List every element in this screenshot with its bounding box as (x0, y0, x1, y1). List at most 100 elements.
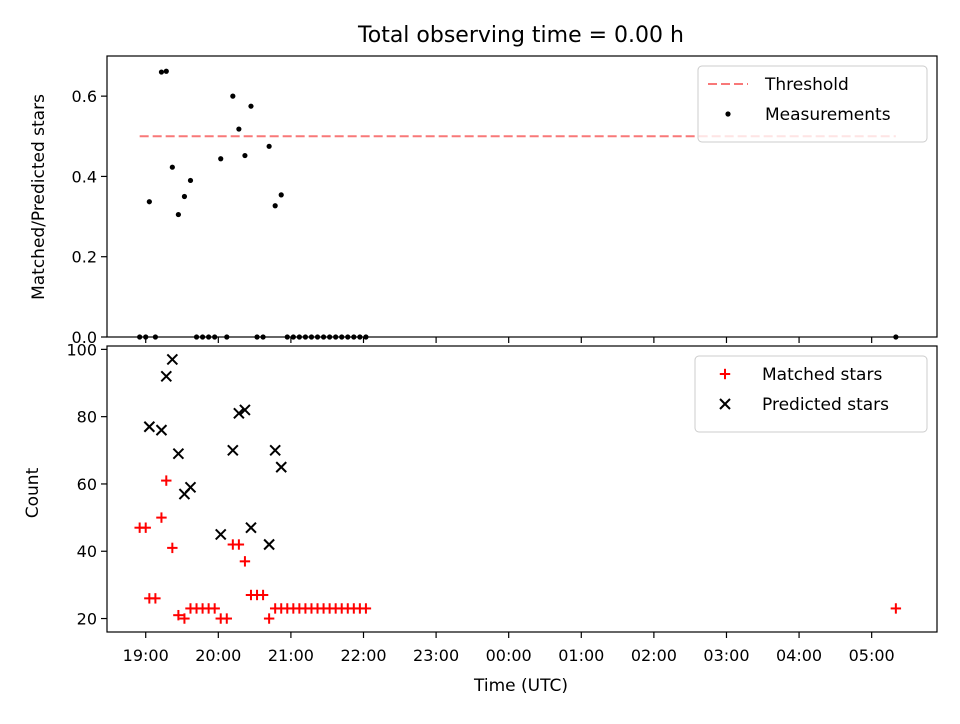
predicted-star-marker (155, 424, 168, 436)
y-tick-label: 40 (77, 542, 97, 561)
x-tick-label: 00:00 (486, 646, 532, 665)
predicted-star-marker (245, 521, 257, 534)
x-marker-b (233, 407, 245, 420)
measurement-point (272, 203, 278, 209)
matched-star-marker (209, 603, 220, 614)
x-tick-label: 01:00 (558, 646, 604, 665)
x-axis-label: Time (UTC) (473, 676, 568, 696)
y-tick-label: 60 (77, 475, 97, 494)
x-marker-b (239, 404, 251, 416)
x-marker-b (269, 444, 281, 457)
measurement-point (187, 177, 194, 184)
x-marker-b (245, 521, 257, 534)
matched-star-marker (239, 556, 251, 567)
measurement-point (248, 103, 254, 109)
measurement-point (169, 164, 175, 170)
measurement-point (175, 211, 181, 218)
x-tick-label: 23:00 (413, 646, 459, 665)
y-tick-label: 20 (77, 610, 97, 629)
predicted-star-marker (143, 421, 156, 433)
measurement-point (266, 143, 272, 149)
x-marker-b (275, 461, 287, 473)
predicted-star-marker (166, 353, 179, 366)
y-tick-label: 100 (66, 340, 97, 359)
matched-star-marker (221, 613, 232, 624)
x-marker-b (227, 444, 239, 457)
legend-label: Threshold (764, 75, 849, 95)
x-tick-label: 03:00 (703, 646, 749, 665)
predicted-star-marker (160, 370, 172, 382)
legend-box (694, 355, 928, 433)
chart-title: Total observing time = 0.00 h (357, 23, 684, 48)
legend-label: Measurements (765, 105, 891, 125)
measurement-point (278, 192, 284, 198)
top-panel: 0.0 0.2 0.4 0.6 Threshold Measurements (72, 55, 938, 347)
matched-star-marker (233, 539, 245, 550)
legend-label: Predicted stars (762, 395, 889, 415)
predicted-star-marker (172, 447, 185, 460)
predicted-star-marker (269, 444, 281, 457)
measurement-point (242, 152, 248, 159)
x-tick-label: 22:00 (340, 646, 386, 665)
matched-star-marker (161, 475, 172, 486)
predicted-star-marker (233, 407, 245, 420)
measurement-point (158, 69, 165, 75)
bottom-panel: 20 40 60 80 100 19:00 20:00 21:00 22:00 23:00 00:0… (66, 340, 938, 665)
x-tick-label: 04:00 (776, 646, 822, 665)
x-marker-b (215, 528, 227, 541)
x-tick-label: 21:00 (268, 646, 314, 665)
matched-star-marker (263, 613, 275, 624)
x-tick-label: 05:00 (849, 646, 895, 665)
matched-star-marker (890, 603, 902, 614)
legend-measurement-swatch (725, 111, 731, 117)
legend-predicted-swatch (719, 398, 731, 410)
matched-star-marker (140, 522, 151, 533)
y-tick-label: 0.6 (72, 87, 97, 106)
x-marker-b (719, 398, 731, 410)
predicted-star-marker (263, 538, 275, 551)
measurement-point (181, 193, 188, 200)
x-tick-label: 20:00 (195, 646, 241, 665)
measurement-point (163, 68, 169, 74)
predicted-star-marker (184, 481, 197, 494)
matched-star-marker (167, 542, 178, 554)
measurement-point (146, 199, 152, 205)
matched-star-marker (360, 603, 372, 614)
legend-matched-swatch (719, 368, 731, 380)
x-marker-b (160, 370, 172, 382)
matched-star-marker (173, 609, 184, 621)
x-marker-b (172, 447, 185, 460)
x-marker-b (155, 424, 168, 436)
legend-box (697, 65, 928, 143)
legend: Threshold Measurements (697, 65, 928, 143)
x-tick-label: 02:00 (631, 646, 677, 665)
measurement-point (230, 93, 236, 99)
predicted-star-marker (239, 404, 251, 416)
x-tick-label: 19:00 (123, 646, 169, 665)
measurement-point (236, 126, 242, 132)
x-marker-b (166, 353, 179, 366)
y-tick-label: 80 (77, 408, 97, 427)
matched-star-marker (179, 613, 190, 624)
plot-frame (106, 345, 938, 633)
predicted-star-marker (227, 444, 239, 457)
matched-star-marker (257, 589, 269, 601)
y-tick-label: 0.0 (72, 328, 97, 347)
y-tick-label: 0.2 (72, 248, 97, 267)
measurement-point (218, 156, 224, 162)
predicted-star-marker (215, 528, 227, 541)
legend-label: Matched stars (762, 365, 882, 385)
data-layer (134, 353, 902, 624)
x-marker-b (184, 481, 197, 494)
y-axis-label-ratio: Matched/Predicted stars (29, 94, 49, 300)
plot-frame (106, 55, 938, 338)
matched-star-marker (150, 593, 161, 604)
predicted-star-marker (275, 461, 287, 473)
matched-star-marker (156, 512, 167, 523)
x-marker-b (263, 538, 275, 551)
legend: Matched stars Predicted stars (694, 355, 928, 433)
x-marker-b (143, 421, 156, 433)
y-axis-label-count: Count (23, 467, 43, 518)
y-tick-label: 0.4 (72, 167, 97, 186)
